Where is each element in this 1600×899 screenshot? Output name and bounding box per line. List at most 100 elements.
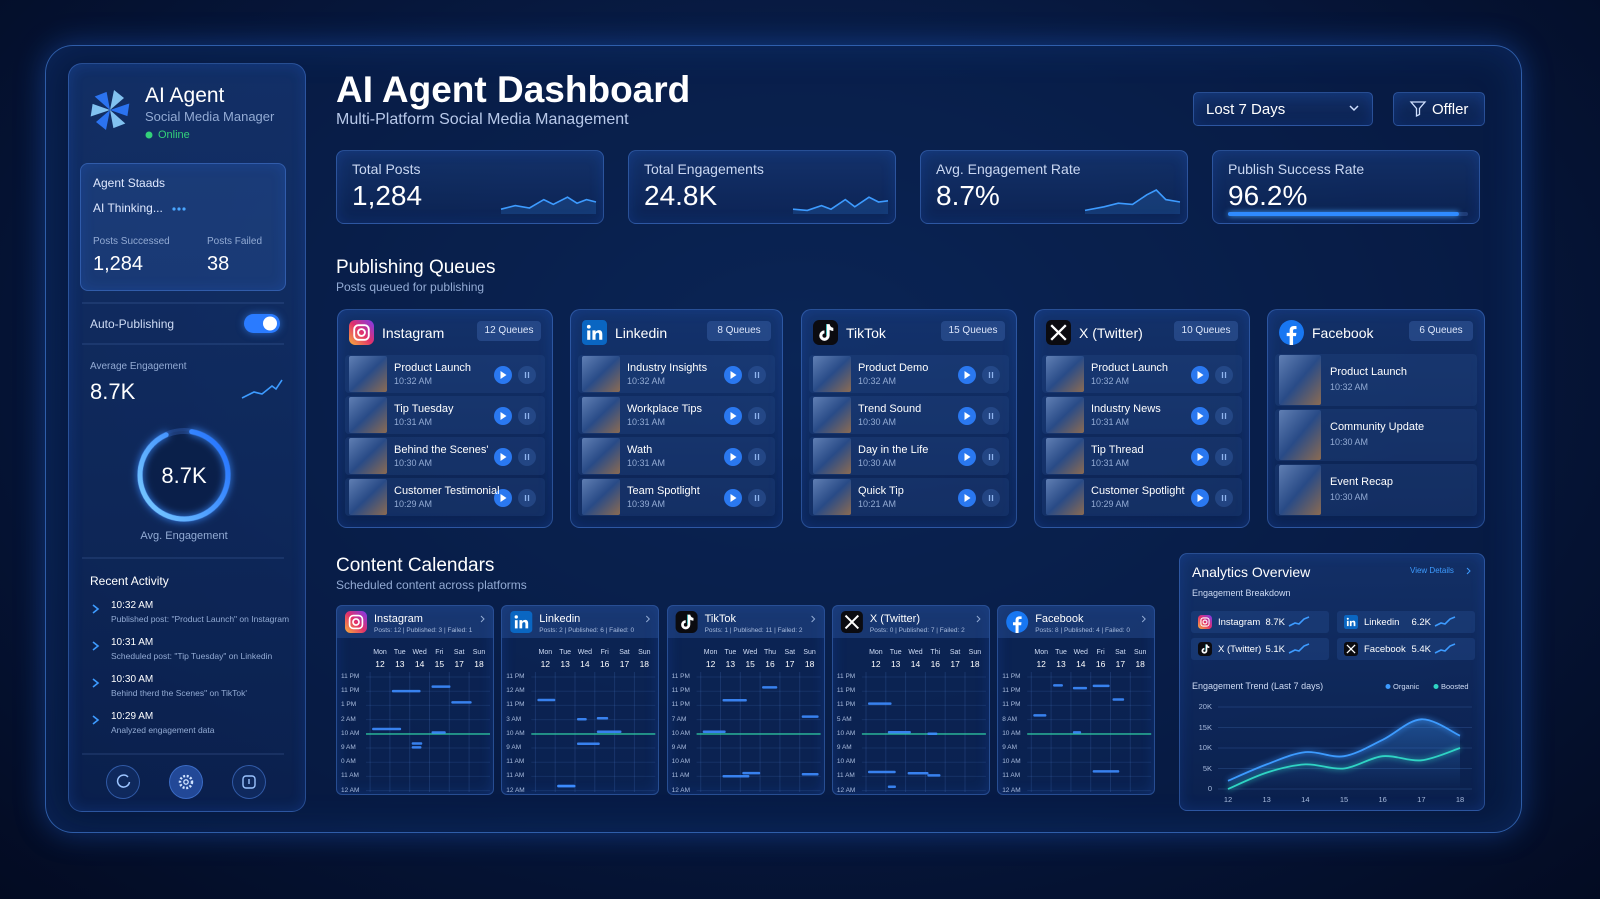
calendar-hour: 11 PM <box>341 687 360 695</box>
queue-row <box>1275 464 1477 516</box>
play-button[interactable] <box>958 489 976 507</box>
pause-button[interactable] <box>748 407 766 425</box>
calendar-stats: Posts: 0 | Published: 7 | Failed: 2 <box>869 627 965 634</box>
kpi-card <box>920 150 1188 224</box>
kpi-value: 96.2% <box>1228 180 1308 211</box>
range-label[interactable]: Lost 7 Days <box>1206 101 1286 118</box>
post-title: Wath <box>627 444 653 456</box>
toggle[interactable] <box>244 314 280 333</box>
y-tick-label: 0 <box>1207 784 1212 793</box>
play-button[interactable] <box>724 489 742 507</box>
calendar-platform: Facebook <box>1035 613 1084 625</box>
filter-button[interactable] <box>1393 92 1485 126</box>
calendar-date: 17 <box>1115 659 1126 669</box>
pause-button[interactable] <box>1215 448 1233 466</box>
pause-button[interactable] <box>748 366 766 384</box>
auto-publishing-label: Auto-Publishing <box>90 317 175 331</box>
calendar-hour: 3 AM <box>506 715 522 723</box>
activity-text: Published post: "Product Launch" on Inst… <box>111 614 290 624</box>
post-time: 10:30 AM <box>1330 492 1369 502</box>
calendar-hour: 12 AM <box>1002 786 1021 794</box>
activity-text: Analyzed engagement data <box>111 725 215 735</box>
play-button[interactable] <box>724 366 742 384</box>
breakdown-value: 5.4K <box>1411 644 1431 655</box>
pause-button[interactable] <box>518 366 536 384</box>
calendar-hour: 9 AM <box>671 744 687 751</box>
queue-row <box>809 355 1009 393</box>
x-tick-label: 17 <box>1417 795 1426 804</box>
x-tick-label: 12 <box>1223 795 1233 804</box>
pause-button[interactable] <box>982 448 1000 466</box>
calendar-hour: 12 AM <box>836 786 856 794</box>
play-button[interactable] <box>958 407 976 425</box>
queue-row <box>1275 354 1477 406</box>
post-title: Day in the Life <box>858 444 929 456</box>
pause-button[interactable] <box>1215 366 1233 384</box>
post-title: Industry Insights <box>627 362 708 374</box>
view-details-link[interactable]: View Details <box>1410 566 1454 575</box>
pause-button[interactable] <box>982 489 1000 507</box>
calendar-platform: X (Twitter) <box>869 613 921 625</box>
calendar-hour: 8 AM <box>1002 715 1017 723</box>
play-button[interactable] <box>958 366 976 384</box>
calendar-day: Mon <box>538 649 553 656</box>
calendar-hour: 9 AM <box>506 744 522 751</box>
calendar-hour: 11 PM <box>506 701 525 709</box>
calendar-hour: 11 PM <box>1002 701 1021 709</box>
play-button[interactable] <box>1191 366 1209 384</box>
range-dropdown[interactable] <box>1193 92 1373 126</box>
play-button[interactable] <box>1191 448 1209 466</box>
post-title: Workplace Tips <box>627 403 702 415</box>
calendar-day: Sat <box>453 649 465 656</box>
play-button[interactable] <box>1191 489 1209 507</box>
stat-value: 38 <box>207 253 230 275</box>
calendar-hour: 10 AM <box>671 758 691 766</box>
filter-label[interactable]: Offler <box>1432 101 1469 118</box>
play-button[interactable] <box>724 407 742 425</box>
pause-button[interactable] <box>982 407 1000 425</box>
post-title: Tip Thread <box>1091 444 1144 456</box>
play-button[interactable] <box>494 366 512 384</box>
y-tick-label: 10K <box>1198 743 1212 752</box>
calendar-hour: 12 AM <box>341 786 360 794</box>
post-time: 10:21 AM <box>858 499 897 509</box>
queue-row <box>345 478 545 516</box>
play-button[interactable] <box>958 448 976 466</box>
calendar-day: Sun <box>638 649 651 656</box>
calendar-hour: 11 PM <box>1002 687 1021 695</box>
post-time: 10:31 AM <box>1091 458 1130 468</box>
calendar-date: 13 <box>1056 659 1066 669</box>
play-button[interactable] <box>494 407 512 425</box>
queue-row <box>809 437 1009 475</box>
calendar-hour: 0 AM <box>341 758 356 766</box>
x-tick-label: 16 <box>1378 795 1387 804</box>
agent-title: AI Agent <box>145 84 225 107</box>
section-title: Publishing Queues <box>336 257 496 278</box>
breakdown-item <box>1337 638 1475 660</box>
calendar-day: Fri <box>435 649 444 656</box>
pause-button[interactable] <box>1215 407 1233 425</box>
play-button[interactable] <box>1191 407 1209 425</box>
sidebar-button[interactable] <box>232 765 266 799</box>
queue-badge <box>1174 321 1238 341</box>
pause-button[interactable] <box>518 407 536 425</box>
sidebar-button[interactable] <box>169 765 203 799</box>
play-button[interactable] <box>724 448 742 466</box>
pause-button[interactable] <box>518 448 536 466</box>
calendar-date: 17 <box>785 659 795 669</box>
sidebar-button[interactable] <box>106 765 140 799</box>
calendar-stats: Posts: 8 | Published: 4 | Failed: 0 <box>1035 627 1130 634</box>
activity-text: Scheduled post: "Tip Tuesday" on Linkedi… <box>111 651 273 661</box>
calendar-date: 13 <box>395 659 405 669</box>
post-title: Event Recap <box>1330 476 1393 488</box>
calendar-day: Wed <box>577 649 593 656</box>
play-button[interactable] <box>494 448 512 466</box>
calendar-hour: 11 PM <box>506 673 525 680</box>
pause-button[interactable] <box>982 366 1000 384</box>
calendar-date: 12 <box>705 659 716 669</box>
pause-button[interactable] <box>748 448 766 466</box>
pause-button[interactable] <box>748 489 766 507</box>
pause-button[interactable] <box>1215 489 1233 507</box>
pause-button[interactable] <box>518 489 536 507</box>
x-tick-label: 18 <box>1455 795 1465 804</box>
